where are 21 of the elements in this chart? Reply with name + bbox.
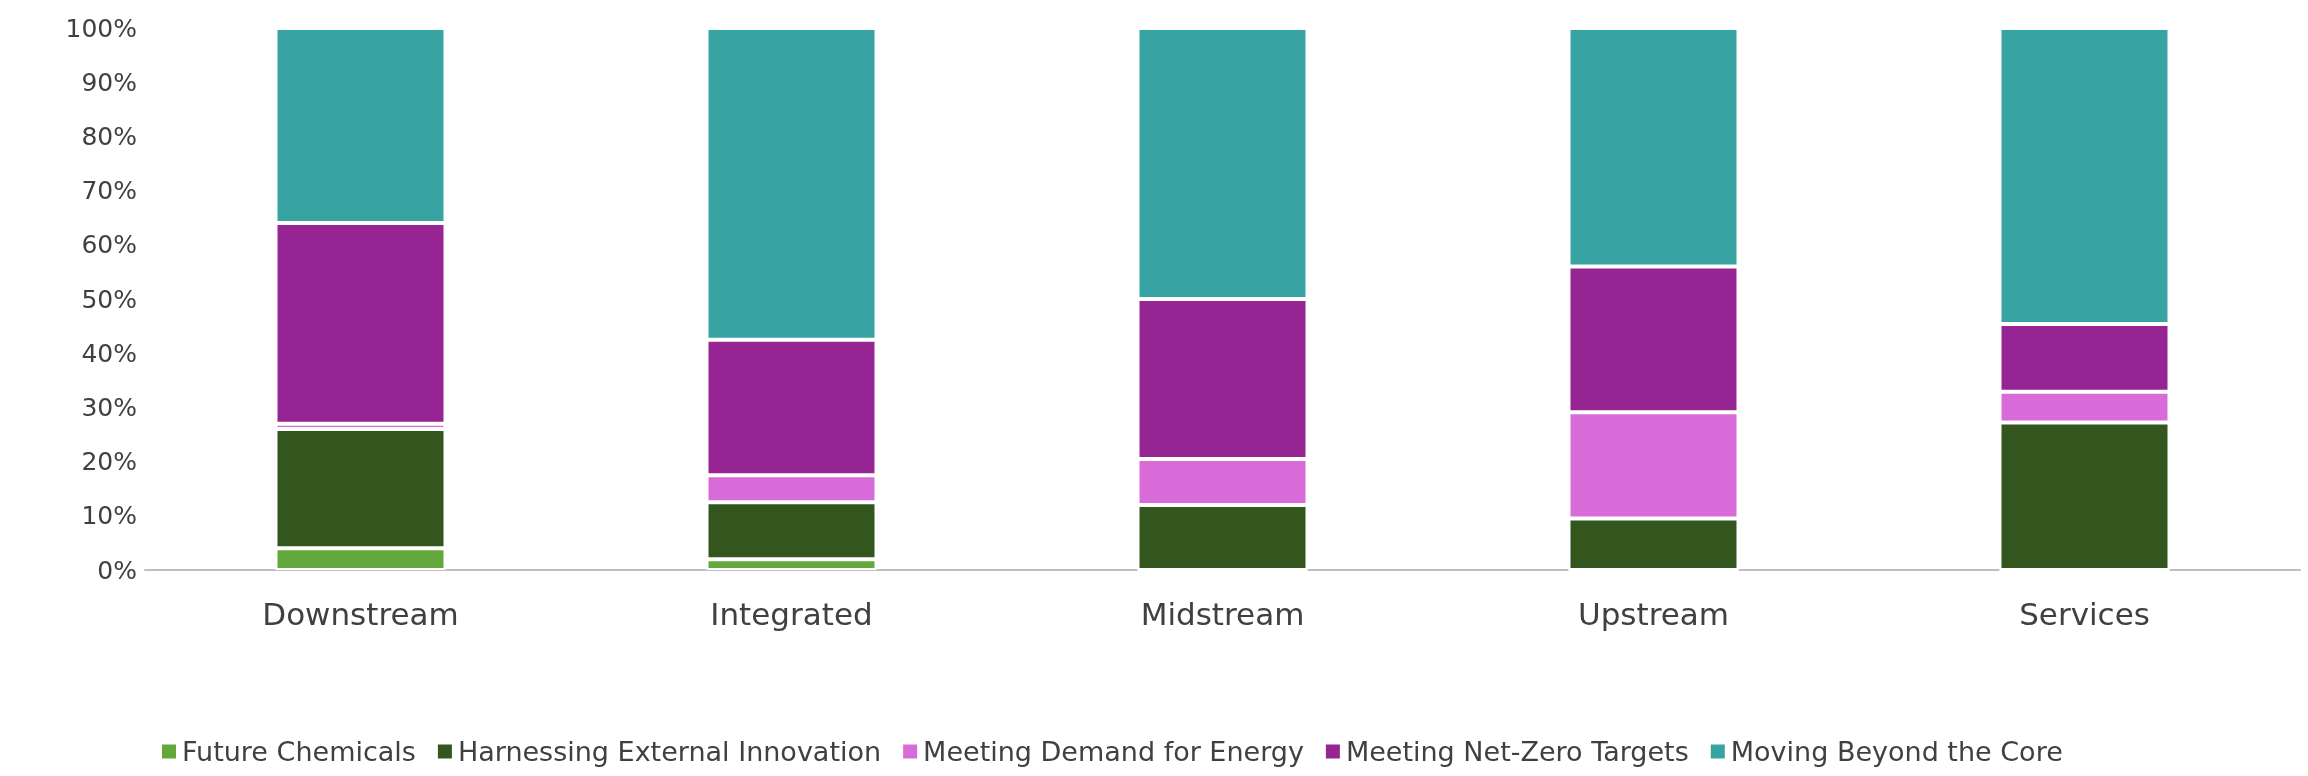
y-tick-label: 80% xyxy=(81,121,137,151)
y-tick-label: 30% xyxy=(81,392,137,422)
y-tick-label: 0% xyxy=(97,555,137,585)
y-tick-label: 90% xyxy=(81,67,137,97)
legend-label: Future Chemicals xyxy=(182,736,416,767)
y-tick-label: 20% xyxy=(81,447,137,477)
x-tick-label: Midstream xyxy=(1140,595,1305,632)
legend-label: Meeting Demand for Energy xyxy=(923,736,1304,767)
y-tick-label: 50% xyxy=(81,284,137,314)
y-tick-label: 60% xyxy=(81,230,137,260)
y-tick-label: 70% xyxy=(81,176,137,206)
legend-label: Meeting Net-Zero Targets xyxy=(1345,736,1689,767)
x-tick-label: Downstream xyxy=(262,595,459,632)
x-tick-label: Services xyxy=(2019,595,2150,632)
x-tick-label: Integrated xyxy=(710,595,873,632)
legend-label: Moving Beyond the Core xyxy=(1730,736,2063,767)
y-tick-label: 10% xyxy=(81,501,137,531)
y-tick-label: 40% xyxy=(81,338,137,368)
legend-label: Harnessing External Innovation xyxy=(457,736,882,767)
x-tick-label: Upstream xyxy=(1577,595,1730,632)
y-tick-label: 100% xyxy=(65,13,137,43)
